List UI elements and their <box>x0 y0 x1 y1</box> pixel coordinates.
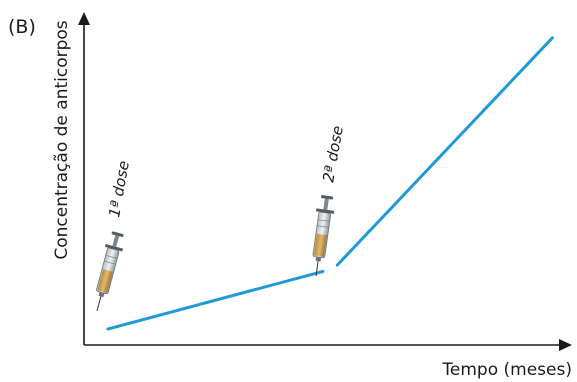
dose-annotation-1: 1ª dose <box>105 159 133 218</box>
series-segment-1 <box>106 269 325 331</box>
panel-label: (B) <box>8 16 36 38</box>
x-axis-arrow <box>559 339 572 351</box>
y-axis-label: Concentração de anticorpos <box>52 20 72 259</box>
y-axis-arrow <box>78 12 90 25</box>
syringe-icon <box>306 194 337 278</box>
x-axis-label: Tempo (meses) <box>441 360 572 380</box>
series-segment-2 <box>335 36 554 267</box>
dose-annotation-2: 2ª dose <box>319 124 347 183</box>
syringe-icon <box>87 229 128 314</box>
